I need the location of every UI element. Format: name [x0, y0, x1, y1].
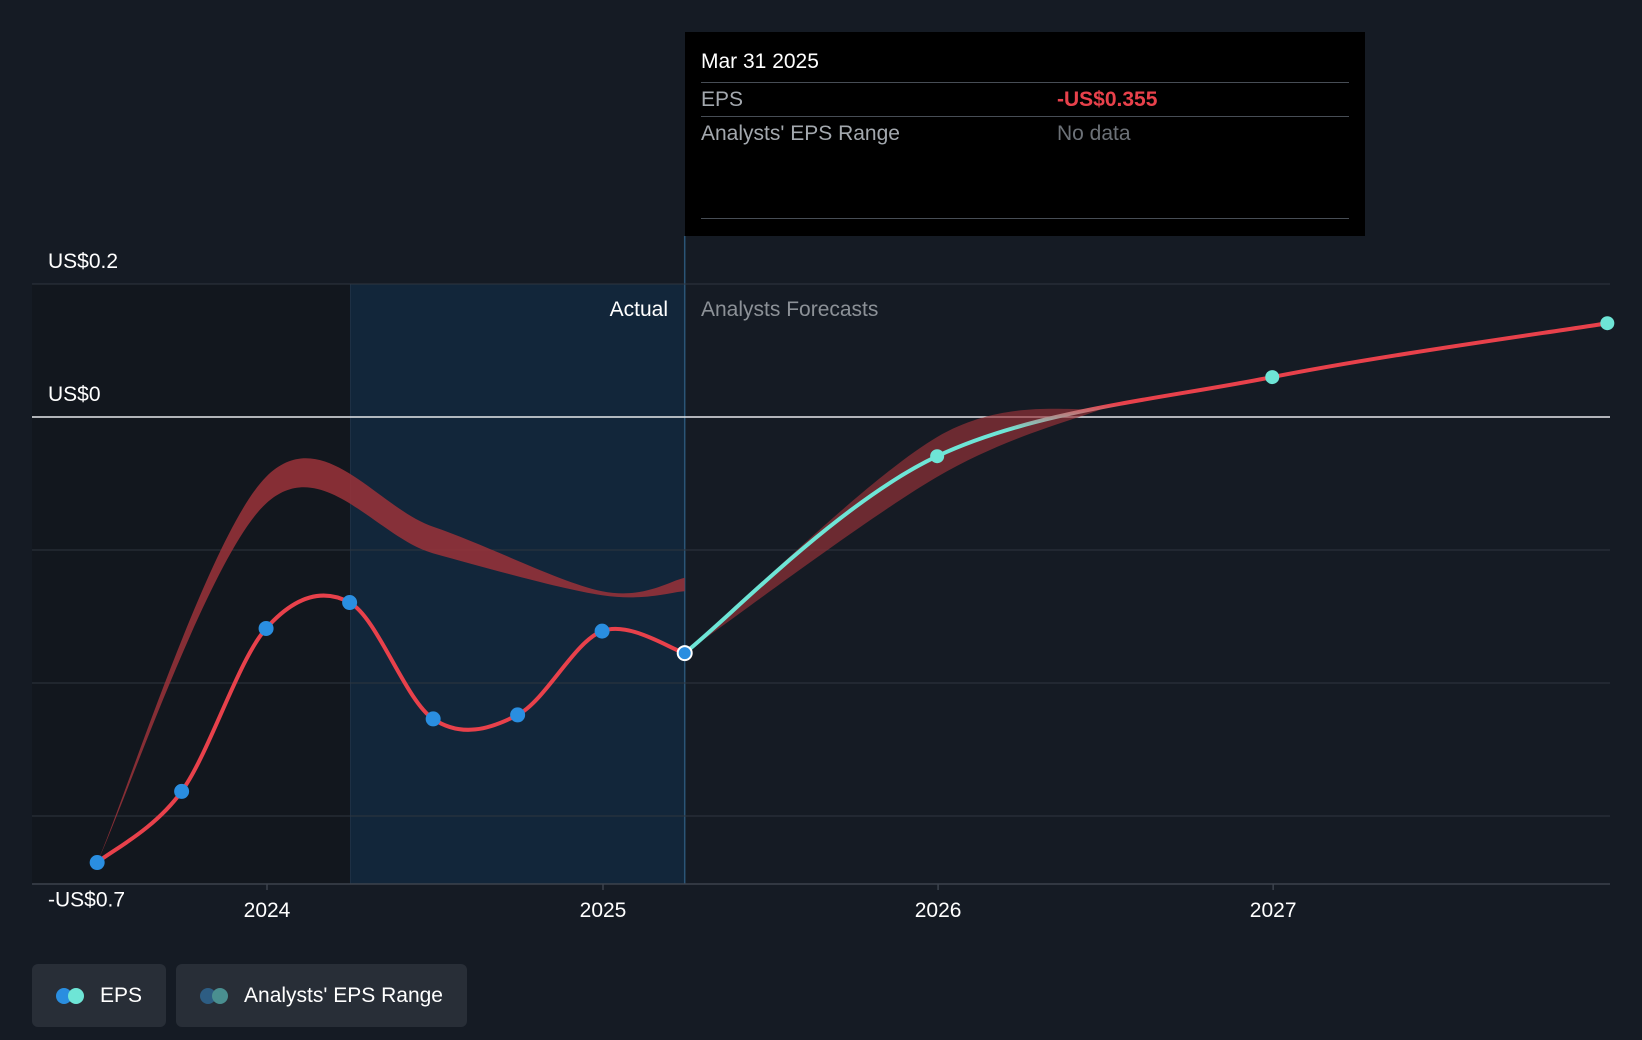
tooltip-eps-row: EPS -US$0.355 — [701, 82, 1349, 116]
actual-eps-line — [95, 593, 687, 865]
range-legend-icon — [200, 987, 230, 1005]
x-tick-label: 2027 — [1250, 899, 1297, 922]
eps-point — [174, 783, 190, 799]
eps-legend-icon — [56, 987, 86, 1005]
tooltip: Mar 31 2025 EPS -US$0.355 Analysts' EPS … — [685, 32, 1365, 236]
legend: EPS Analysts' EPS Range — [32, 964, 467, 1027]
tooltip-divider — [701, 218, 1349, 219]
forecast-point — [1600, 316, 1615, 331]
legend-eps-label: EPS — [100, 983, 143, 1007]
eps-point — [258, 620, 274, 636]
eps-point — [510, 707, 526, 723]
forecast-point — [930, 449, 945, 464]
tooltip-range-value: No data — [1057, 122, 1131, 145]
legend-range[interactable]: Analysts' EPS Range — [176, 964, 467, 1027]
legend-range-label: Analysts' EPS Range — [244, 983, 443, 1007]
x-tick-label: 2024 — [244, 899, 291, 922]
eps-point — [594, 623, 610, 639]
tooltip-eps-label: EPS — [701, 88, 744, 111]
eps-point — [89, 855, 105, 871]
x-tick-label: 2025 — [580, 899, 627, 922]
y-tick-label: US$0 — [48, 383, 101, 406]
tooltip-range-row: Analysts' EPS Range No data — [701, 116, 1349, 150]
past-shade — [32, 284, 351, 884]
eps-point-selected — [676, 645, 693, 662]
x-tick-label: 2026 — [915, 899, 962, 922]
forecast-range-band — [684, 408, 1104, 654]
forecast-label: Analysts Forecasts — [701, 298, 878, 321]
y-tick-label: -US$0.7 — [48, 889, 125, 912]
actual-label: Actual — [610, 298, 668, 321]
forecast-point — [1265, 370, 1280, 385]
y-tick-label: US$0.2 — [48, 250, 118, 273]
eps-point — [425, 711, 441, 727]
tooltip-eps-value: -US$0.355 — [1057, 88, 1158, 111]
tooltip-date: Mar 31 2025 — [701, 50, 819, 73]
legend-eps[interactable]: EPS — [32, 964, 167, 1027]
highlight-shade — [350, 284, 685, 884]
eps-point — [342, 595, 358, 611]
tooltip-range-label: Analysts' EPS Range — [701, 122, 900, 145]
forecast-eps-line — [682, 321, 1610, 656]
